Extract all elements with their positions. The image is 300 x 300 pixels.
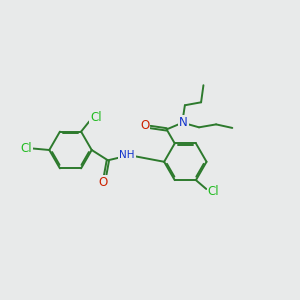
Text: N: N [179, 116, 188, 129]
Text: O: O [140, 119, 149, 132]
Text: Cl: Cl [90, 111, 102, 124]
Text: NH: NH [119, 150, 135, 160]
Text: Cl: Cl [20, 142, 32, 155]
Text: O: O [99, 176, 108, 189]
Text: Cl: Cl [208, 185, 219, 198]
